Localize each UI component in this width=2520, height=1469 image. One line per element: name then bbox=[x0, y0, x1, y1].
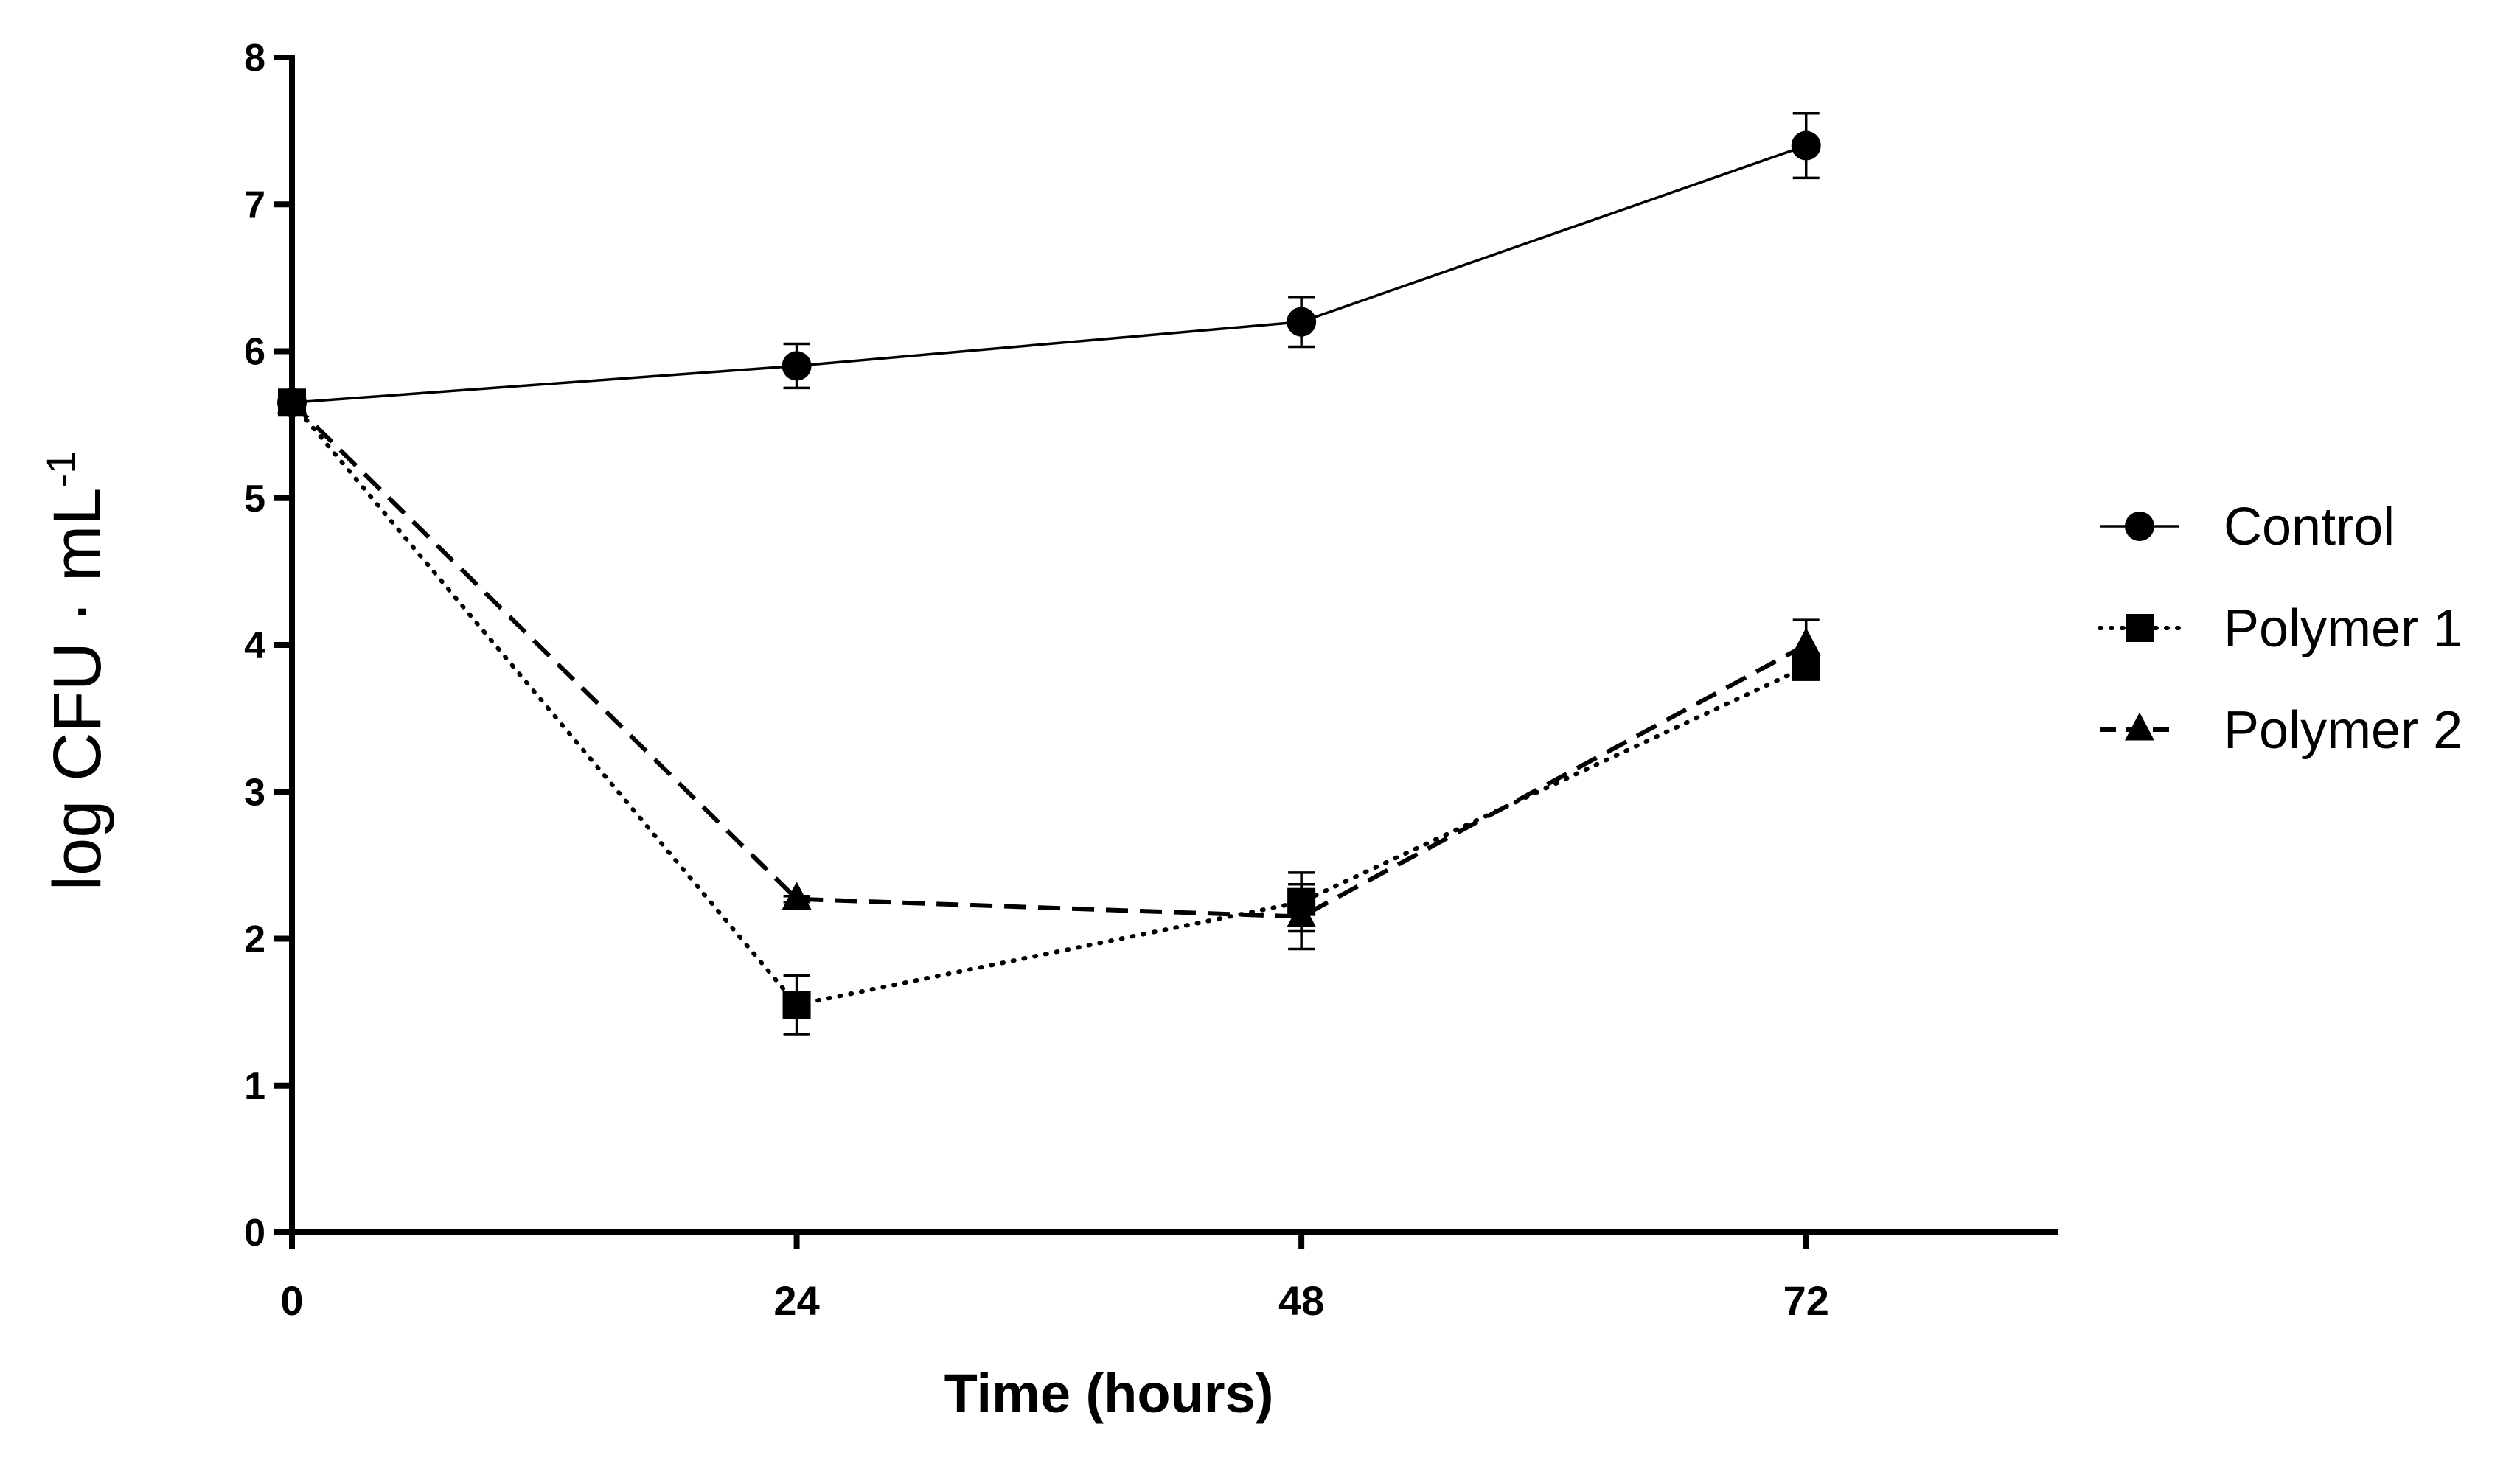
legend-marker-square bbox=[2126, 614, 2154, 642]
y-tick-label: 1 bbox=[244, 1065, 265, 1108]
data-point-triangle bbox=[277, 385, 307, 414]
series-line bbox=[291, 144, 1807, 404]
y-axis-label: log CFU · mL-1 bbox=[38, 451, 115, 891]
y-tick-label: 2 bbox=[244, 918, 265, 961]
y-tick-label: 6 bbox=[244, 331, 265, 374]
x-axis-ticks: 0 24 48 72 bbox=[280, 1232, 1829, 1324]
x-tick-label: 72 bbox=[1783, 1277, 1829, 1324]
y-tick-label: 0 bbox=[244, 1212, 265, 1255]
legend-item-polymer-1: Polymer 1 bbox=[2098, 599, 2462, 658]
x-axis-label: Time (hours) bbox=[944, 1363, 1274, 1424]
series-polymer-1 bbox=[278, 388, 1820, 1036]
data-point-triangle bbox=[782, 882, 812, 910]
legend-item-control: Control bbox=[2100, 498, 2395, 556]
data-point-square bbox=[782, 991, 811, 1019]
legend-label: Control bbox=[2224, 498, 2395, 556]
data-point-triangle bbox=[1287, 899, 1317, 928]
y-axis-ticks: 0 1 2 3 4 5 6 7 8 bbox=[244, 37, 292, 1255]
series-control bbox=[277, 111, 1821, 418]
y-axis-label-main: log CFU · mL bbox=[40, 487, 115, 890]
legend-marker-circle bbox=[2125, 512, 2154, 541]
legend-label: Polymer 2 bbox=[2224, 701, 2462, 760]
series-line bbox=[290, 400, 1809, 1008]
data-point-circle bbox=[1287, 307, 1317, 337]
legend-marker-triangle bbox=[2125, 712, 2154, 741]
x-tick-label: 24 bbox=[773, 1277, 819, 1324]
axes bbox=[289, 55, 2058, 1235]
data-point-triangle bbox=[1791, 627, 1821, 656]
y-tick-label: 7 bbox=[244, 184, 265, 226]
series-polymer-2 bbox=[277, 385, 1821, 951]
x-tick-label: 0 bbox=[280, 1277, 303, 1324]
y-tick-label: 4 bbox=[244, 624, 265, 667]
legend-label: Polymer 1 bbox=[2224, 599, 2462, 658]
x-tick-label: 48 bbox=[1278, 1277, 1324, 1324]
series-line bbox=[290, 401, 1808, 919]
legend-item-polymer-2: Polymer 2 bbox=[2100, 701, 2462, 760]
legend: Control Polymer 1 Polymer 2 bbox=[2098, 498, 2462, 760]
y-tick-label: 8 bbox=[244, 37, 265, 80]
y-tick-label: 3 bbox=[244, 771, 265, 814]
y-tick-label: 5 bbox=[244, 478, 265, 520]
data-point-circle bbox=[1791, 130, 1821, 161]
data-point-circle bbox=[782, 351, 812, 381]
y-axis-label-superscript: -1 bbox=[38, 451, 84, 488]
series-layer bbox=[277, 111, 1821, 1036]
